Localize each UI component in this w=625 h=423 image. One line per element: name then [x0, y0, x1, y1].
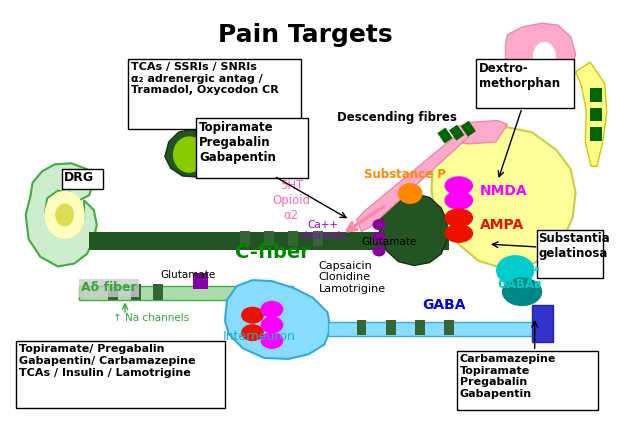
Text: Substantia
gelatinosa: Substantia gelatinosa	[539, 232, 611, 261]
Bar	[240, 231, 249, 246]
Ellipse shape	[445, 209, 472, 227]
Bar	[196, 118, 308, 178]
Ellipse shape	[261, 332, 282, 348]
Polygon shape	[357, 129, 469, 231]
Bar	[590, 108, 602, 121]
Text: TCAs / SSRIs / SNRIs
α₂ adrenergic antag /
Tramadol, Oxycodon CR: TCAs / SSRIs / SNRIs α₂ adrenergic antag…	[131, 62, 279, 95]
Ellipse shape	[445, 225, 472, 242]
Text: Descending fibres: Descending fibres	[337, 111, 457, 124]
Ellipse shape	[497, 256, 534, 285]
Polygon shape	[26, 163, 97, 266]
Ellipse shape	[534, 43, 555, 70]
Text: 5HT
Opioid
α2: 5HT Opioid α2	[272, 179, 311, 222]
Bar	[289, 231, 298, 246]
Bar	[590, 88, 602, 102]
Bar	[109, 284, 118, 299]
Text: C-fiber: C-fiber	[235, 243, 310, 262]
Polygon shape	[431, 127, 576, 269]
Text: Substance P: Substance P	[364, 168, 446, 181]
Text: Capsaicin
Clonidine
Lamotrigine: Capsaicin Clonidine Lamotrigine	[319, 261, 386, 294]
Bar	[62, 169, 102, 189]
Polygon shape	[576, 62, 607, 166]
Bar	[415, 320, 425, 335]
Bar	[386, 320, 396, 335]
Bar	[444, 320, 454, 335]
Text: Pain Targets: Pain Targets	[217, 23, 392, 47]
Text: Interneuron: Interneuron	[223, 330, 296, 343]
Text: GABA: GABA	[422, 298, 466, 313]
Text: Glutamate: Glutamate	[160, 270, 215, 280]
Ellipse shape	[503, 278, 541, 305]
Ellipse shape	[373, 246, 385, 256]
Polygon shape	[455, 121, 508, 144]
Text: NMDA: NMDA	[480, 184, 528, 198]
Ellipse shape	[261, 317, 282, 332]
Polygon shape	[225, 280, 331, 359]
Bar	[131, 284, 141, 299]
Bar	[537, 230, 603, 278]
Polygon shape	[379, 193, 447, 266]
Bar	[79, 286, 293, 299]
Bar	[153, 284, 163, 299]
Text: Glutamate: Glutamate	[361, 237, 416, 247]
Polygon shape	[506, 23, 576, 88]
Bar	[449, 125, 464, 140]
Ellipse shape	[373, 232, 385, 242]
Ellipse shape	[242, 308, 263, 323]
Text: Ca++
channels: Ca++ channels	[299, 220, 346, 242]
Ellipse shape	[445, 192, 472, 209]
Text: Aδ fiber: Aδ fiber	[81, 281, 137, 294]
Bar	[532, 305, 553, 342]
Ellipse shape	[56, 204, 73, 225]
Ellipse shape	[399, 184, 422, 203]
Bar	[193, 273, 208, 289]
Text: Topiramate
Pregabalin
Gabapentin: Topiramate Pregabalin Gabapentin	[199, 121, 276, 164]
Ellipse shape	[445, 177, 472, 195]
Bar	[357, 320, 366, 335]
Bar	[16, 341, 225, 408]
Bar	[328, 322, 538, 335]
Text: ↑ Na channels: ↑ Na channels	[113, 313, 189, 323]
Text: AMPA: AMPA	[480, 218, 524, 232]
Bar	[312, 231, 322, 246]
Ellipse shape	[261, 302, 282, 317]
Text: Carbamazepine
Topiramate
Pregabalin
Gabapentin: Carbamazepine Topiramate Pregabalin Gaba…	[460, 354, 556, 399]
Text: Topiramate/ Pregabalin
Gabapentin/ Carbamazepine
TCAs / Insulin / Lamotrigine: Topiramate/ Pregabalin Gabapentin/ Carba…	[19, 344, 196, 378]
Text: Dextro-
methorphan: Dextro- methorphan	[479, 62, 561, 90]
Text: GABAʙ: GABAʙ	[498, 278, 542, 291]
Polygon shape	[165, 129, 214, 177]
Bar	[461, 121, 476, 137]
Bar	[457, 351, 598, 409]
Bar	[438, 128, 452, 143]
Ellipse shape	[174, 137, 205, 172]
Bar	[264, 231, 274, 246]
Bar	[89, 232, 449, 250]
Text: DRG: DRG	[64, 171, 94, 184]
Bar	[476, 59, 574, 108]
Bar	[590, 127, 602, 141]
Ellipse shape	[242, 325, 263, 341]
Ellipse shape	[373, 220, 385, 230]
Text: GABAₐ: GABAₐ	[498, 261, 540, 274]
Bar	[128, 59, 301, 129]
Ellipse shape	[45, 192, 84, 238]
